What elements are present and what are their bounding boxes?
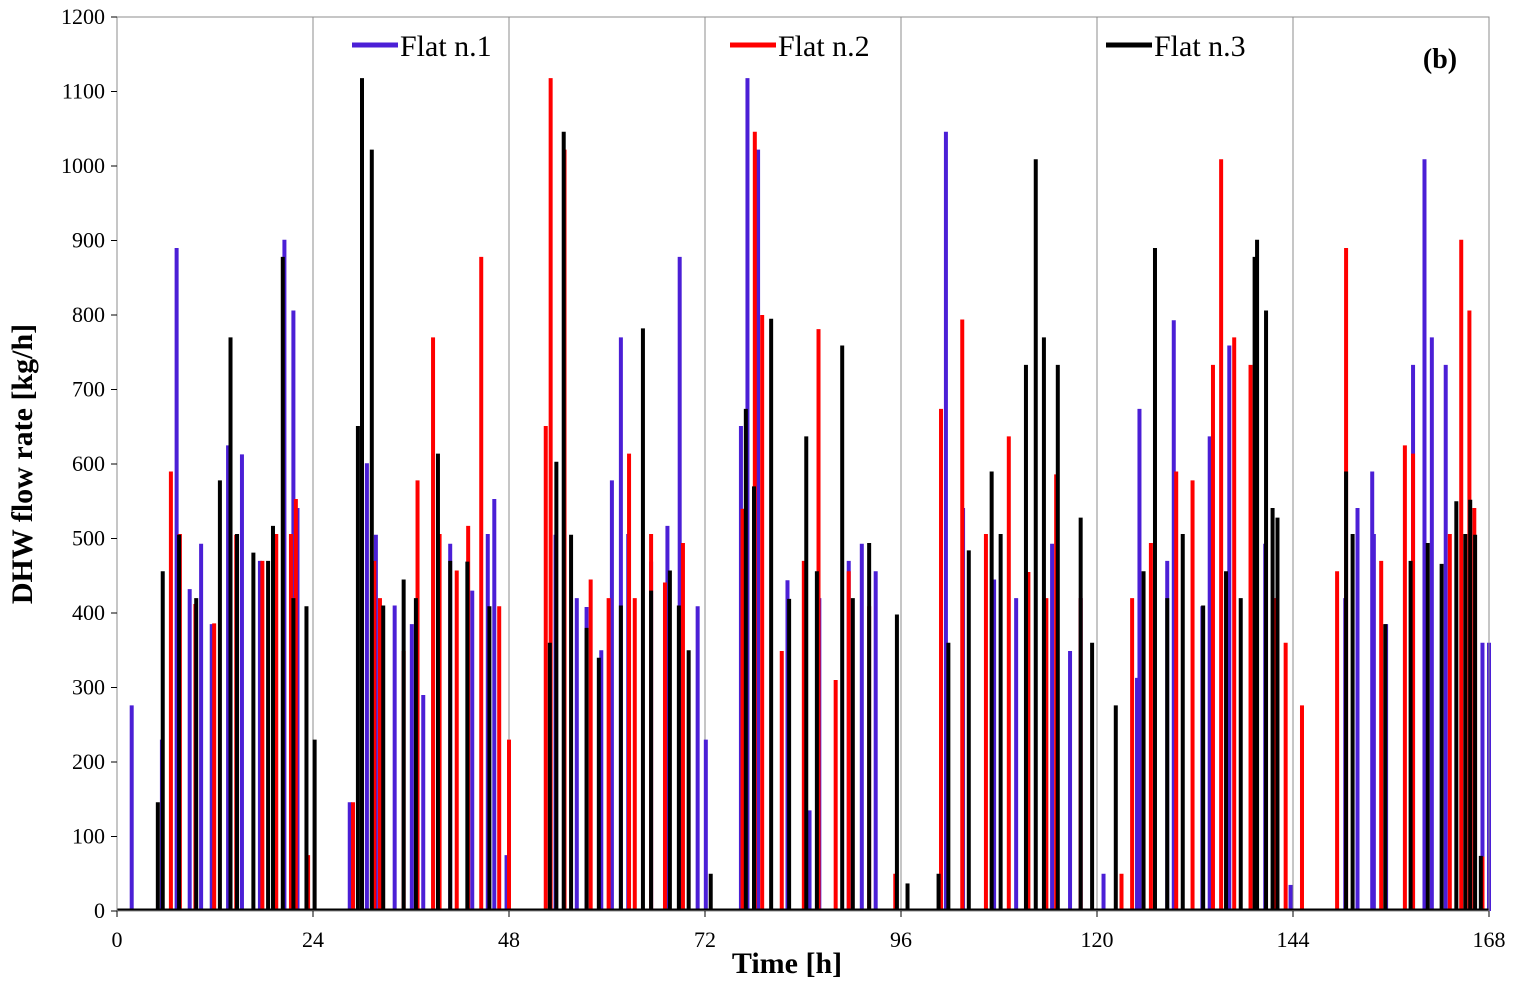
y-tick-label: 800 bbox=[72, 302, 105, 327]
series-flat-3-bars bbox=[117, 78, 1489, 912]
y-tick-label: 400 bbox=[72, 600, 105, 625]
x-axis-title: Time [h] bbox=[732, 947, 842, 980]
legend-label-flat-2: Flat n.2 bbox=[778, 30, 870, 63]
x-tick-label: 0 bbox=[112, 927, 123, 952]
x-tick-label: 96 bbox=[890, 927, 912, 952]
legend: Flat n.1 Flat n.2 Flat n.3 bbox=[352, 30, 1246, 63]
y-tick-label: 200 bbox=[72, 749, 105, 774]
x-axis-ticks: 0 24 48 72 96 120 144 168 bbox=[112, 911, 1506, 952]
x-tick-label: 24 bbox=[302, 927, 324, 952]
legend-label-flat-1: Flat n.1 bbox=[400, 30, 492, 63]
y-tick-label: 1100 bbox=[62, 79, 105, 104]
y-tick-label: 100 bbox=[72, 824, 105, 849]
x-tick-label: 144 bbox=[1277, 927, 1310, 952]
y-tick-label: 300 bbox=[72, 675, 105, 700]
x-tick-label: 48 bbox=[498, 927, 520, 952]
y-tick-label: 0 bbox=[94, 898, 105, 923]
y-axis-title: DHW flow rate [kg/h] bbox=[6, 324, 39, 604]
x-tick-label: 168 bbox=[1473, 927, 1506, 952]
y-tick-label: 500 bbox=[72, 526, 105, 551]
series-flat-2-bars bbox=[117, 78, 1489, 912]
y-axis-ticks: 0 100 200 300 400 500 600 700 800 900 1000 1100 1200 bbox=[61, 4, 117, 923]
legend-label-flat-3: Flat n.3 bbox=[1154, 30, 1246, 63]
x-tick-label: 72 bbox=[694, 927, 716, 952]
x-tick-label: 120 bbox=[1081, 927, 1114, 952]
y-tick-label: 700 bbox=[72, 377, 105, 402]
y-tick-label: 600 bbox=[72, 451, 105, 476]
y-tick-label: 900 bbox=[72, 228, 105, 253]
y-tick-label: 1000 bbox=[61, 153, 105, 178]
panel-label: (b) bbox=[1423, 44, 1457, 75]
y-tick-label: 1200 bbox=[61, 4, 105, 29]
